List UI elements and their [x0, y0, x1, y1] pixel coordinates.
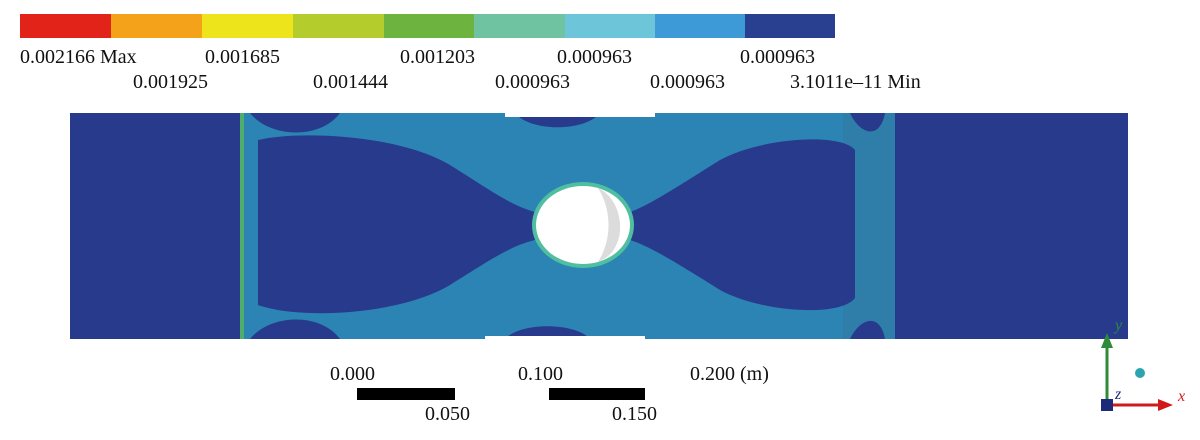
scale-label: 0.150	[612, 403, 657, 425]
color-legend-bar	[20, 14, 835, 38]
legend-label: 3.1011e–11 Min	[790, 71, 921, 93]
scale-label: 0.050	[425, 403, 470, 425]
legend-label: 0.002166 Max	[20, 46, 137, 68]
axis-label: x	[1177, 388, 1185, 405]
scale-label: 0.100	[518, 363, 563, 385]
axis-triad	[1101, 333, 1173, 411]
legend-label: 0.001203	[400, 46, 475, 68]
legend-label: 0.000963	[740, 46, 815, 68]
scale-label: 0.000	[330, 363, 375, 385]
legend-label: 0.000963	[650, 71, 725, 93]
legend-label: 0.001685	[205, 46, 280, 68]
field	[70, 113, 1128, 340]
axis-label: y	[1113, 317, 1123, 334]
legend-label: 0.001444	[313, 71, 388, 93]
axis-label: z	[1114, 386, 1122, 403]
scale-label: 0.200 (m)	[690, 363, 769, 385]
legend-label: 0.001925	[133, 71, 208, 93]
scale-bar	[357, 388, 645, 400]
legend-label: 0.000963	[495, 71, 570, 93]
legend-label: 0.000963	[557, 46, 632, 68]
